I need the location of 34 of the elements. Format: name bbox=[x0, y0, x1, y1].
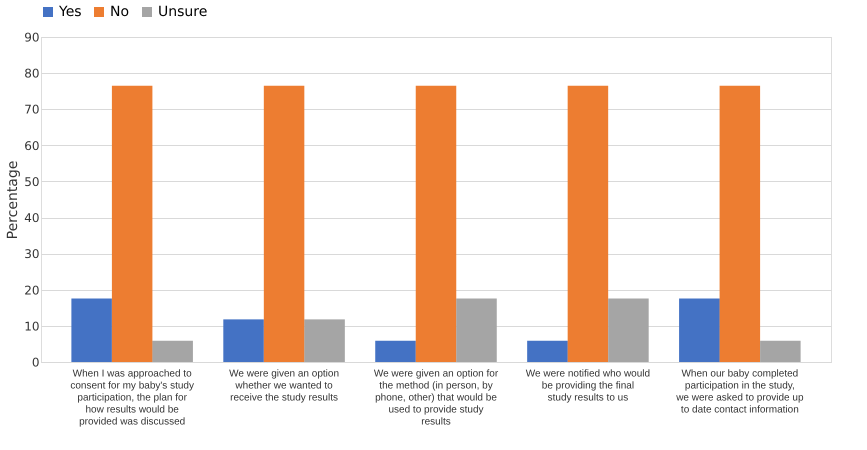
x-tick-label: We were given an option for the method (in person, by phone, other) that would be used to provide study results bbox=[374, 368, 499, 428]
y-tick-label: 30 bbox=[24, 247, 40, 262]
legend-label: Yes bbox=[58, 4, 82, 20]
bar bbox=[152, 340, 193, 362]
bar bbox=[304, 319, 345, 362]
y-tick-label: 90 bbox=[24, 30, 40, 44]
y-tick-label: 10 bbox=[24, 319, 40, 334]
x-tick-label: We were notified who would be providing the final study results to us bbox=[526, 368, 650, 404]
legend-label: No bbox=[110, 4, 130, 20]
x-tick-label: When our baby completed participation in the study, we were asked to provide up to date contact information bbox=[675, 368, 804, 416]
y-tick-label: 70 bbox=[24, 102, 40, 117]
bar bbox=[760, 340, 801, 362]
bar bbox=[527, 340, 568, 362]
y-axis-title: Percentage bbox=[5, 160, 22, 240]
bar bbox=[456, 298, 497, 362]
y-tick-label: 80 bbox=[24, 66, 40, 81]
bar bbox=[264, 86, 304, 362]
bar bbox=[568, 86, 608, 362]
x-tick-label: We were given an option whether we wanted to receive the study results bbox=[229, 368, 340, 404]
bar bbox=[71, 298, 112, 362]
legend-label: Unsure bbox=[158, 4, 208, 20]
bar bbox=[416, 86, 456, 362]
y-tick-label: 0 bbox=[32, 356, 40, 370]
y-tick-label: 50 bbox=[24, 174, 40, 189]
y-tick-label: 60 bbox=[24, 138, 40, 153]
x-tick-label: When I was approached to consent for my baby's study participation, the plan for how results would be provided was discussed bbox=[70, 368, 194, 428]
bar bbox=[223, 319, 264, 362]
y-tick-label: 20 bbox=[24, 283, 40, 298]
bar bbox=[375, 340, 416, 362]
bar bbox=[112, 86, 152, 362]
y-tick-label: 40 bbox=[24, 211, 40, 226]
bar bbox=[608, 298, 649, 362]
bar bbox=[679, 298, 720, 362]
bar bbox=[720, 86, 760, 362]
